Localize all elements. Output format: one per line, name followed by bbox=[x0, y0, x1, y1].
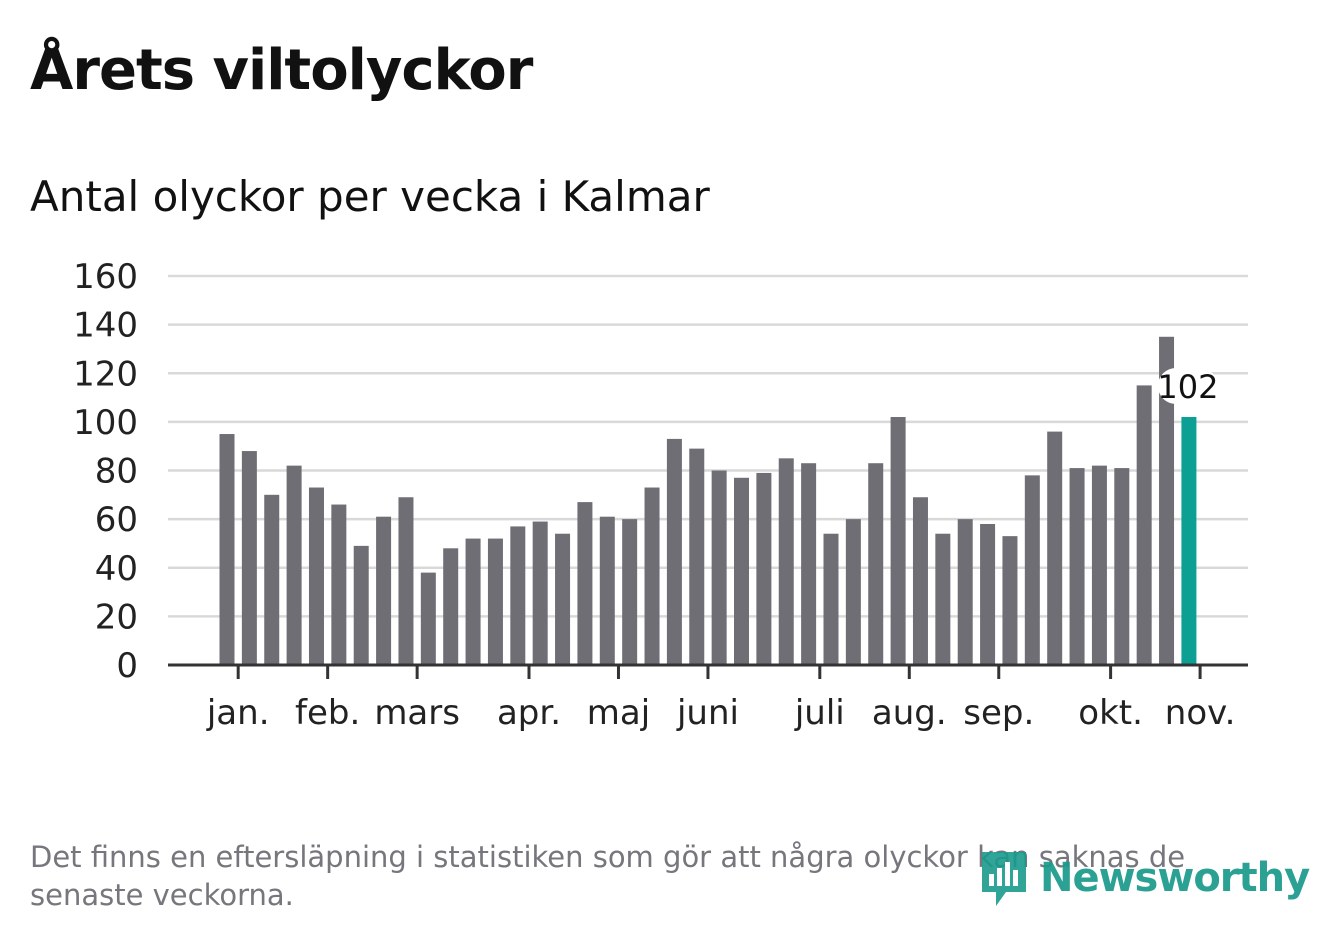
x-tick-label: juli bbox=[794, 693, 845, 733]
bar bbox=[1159, 336, 1175, 665]
bar bbox=[1091, 465, 1107, 665]
y-tick-label: 20 bbox=[95, 597, 138, 637]
y-tick-label: 80 bbox=[95, 452, 138, 492]
bar bbox=[666, 438, 682, 665]
bar bbox=[443, 548, 459, 665]
bar bbox=[1002, 536, 1018, 665]
bar bbox=[845, 519, 861, 665]
x-tick-label: nov. bbox=[1165, 693, 1236, 733]
bar bbox=[734, 477, 750, 665]
x-tick-label: maj bbox=[587, 693, 650, 733]
bar bbox=[465, 538, 481, 665]
bar bbox=[532, 521, 548, 665]
brand-logo: Newsworthy bbox=[978, 846, 1310, 910]
bar bbox=[756, 472, 772, 665]
bar bbox=[555, 533, 571, 665]
value-annotation: 102 bbox=[1157, 368, 1218, 406]
x-tick-label: mars bbox=[374, 693, 460, 733]
annotation-label: 102 bbox=[1157, 368, 1218, 406]
bar bbox=[935, 533, 951, 665]
bar-chart-speech-bubble-icon bbox=[982, 852, 1026, 906]
y-tick-label: 60 bbox=[95, 500, 138, 540]
x-tick-label: juni bbox=[676, 693, 739, 733]
bar bbox=[376, 516, 392, 665]
bar bbox=[644, 487, 660, 665]
y-tick-label: 0 bbox=[116, 646, 138, 686]
bar bbox=[241, 451, 257, 665]
y-tick-label: 120 bbox=[73, 354, 138, 394]
bar bbox=[1024, 475, 1040, 665]
bar bbox=[331, 504, 347, 665]
bar bbox=[1047, 431, 1063, 665]
bar bbox=[1069, 468, 1085, 665]
bar bbox=[599, 516, 615, 665]
bar bbox=[353, 545, 369, 665]
bar bbox=[510, 526, 526, 665]
bar bbox=[912, 497, 928, 665]
brand-name: Newsworthy bbox=[1040, 855, 1310, 901]
y-tick-label: 140 bbox=[73, 306, 138, 346]
bar bbox=[577, 502, 593, 665]
y-tick-label: 160 bbox=[73, 257, 138, 297]
bar bbox=[868, 463, 884, 665]
bar bbox=[711, 470, 727, 665]
x-tick-label: apr. bbox=[497, 693, 561, 733]
x-axis-ticks: jan. feb. mars apr. maj juni juli aug. sep. okt. n… bbox=[206, 665, 1236, 733]
bar bbox=[420, 572, 436, 665]
bar bbox=[801, 463, 817, 665]
bar bbox=[957, 519, 973, 665]
x-tick-label: aug. bbox=[872, 693, 947, 733]
bar bbox=[823, 533, 839, 665]
gridlines bbox=[168, 274, 1248, 618]
bar bbox=[264, 494, 280, 665]
bar bbox=[487, 538, 503, 665]
bar bbox=[689, 448, 705, 665]
x-tick-label: jan. bbox=[206, 693, 270, 733]
bar bbox=[308, 487, 324, 665]
y-axis-tick-labels: 0 20 40 60 80 100 120 140 160 bbox=[73, 257, 138, 686]
x-tick-label: sep. bbox=[963, 693, 1034, 733]
bar bbox=[778, 458, 794, 665]
annotation-background bbox=[1157, 368, 1218, 404]
bar bbox=[1136, 385, 1152, 665]
bar bbox=[1181, 417, 1197, 665]
bar bbox=[219, 434, 235, 665]
bar bbox=[890, 417, 906, 665]
x-tick-label: okt. bbox=[1078, 693, 1143, 733]
bar bbox=[980, 523, 996, 665]
bar bbox=[286, 465, 302, 665]
bar bbox=[1114, 468, 1130, 665]
y-tick-label: 40 bbox=[95, 549, 138, 589]
bar bbox=[622, 519, 638, 665]
x-tick-label: feb. bbox=[295, 693, 360, 733]
bars bbox=[219, 336, 1197, 665]
chart-title: Årets viltolyckor bbox=[30, 38, 533, 103]
chart-subtitle: Antal olyckor per vecka i Kalmar bbox=[30, 172, 710, 221]
bar bbox=[398, 497, 414, 665]
y-tick-label: 100 bbox=[73, 403, 138, 443]
bar-chart: 0 20 40 60 80 100 120 140 160 jan. feb. mars apr. ma… bbox=[73, 257, 1248, 733]
